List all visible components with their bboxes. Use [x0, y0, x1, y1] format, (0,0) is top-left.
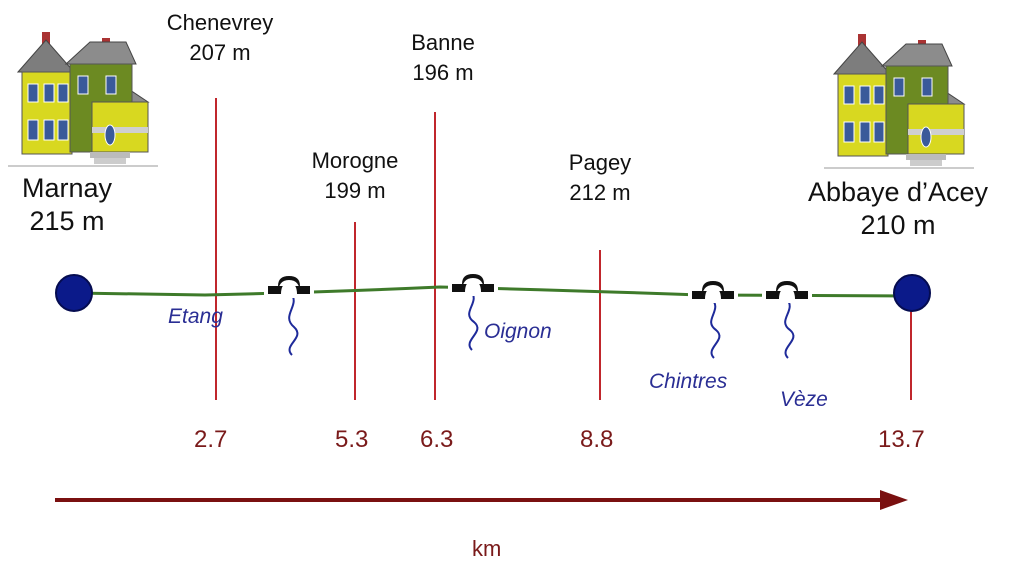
- distance-label-banne: 6.3: [420, 426, 454, 453]
- river-label-veze: Vèze: [780, 388, 828, 411]
- bridge-icon-oignon: [448, 272, 498, 296]
- river-label-oignon: Oignon: [484, 320, 552, 343]
- house-icon-start: [7, 31, 159, 167]
- village-banne: Banne 196 m: [373, 28, 513, 88]
- river-icon-chintres: [710, 297, 721, 359]
- river-icon-oignon: [468, 289, 479, 351]
- distance-arrow-head: [880, 490, 908, 510]
- end-name: Abbaye d’Acey: [807, 177, 989, 207]
- village-chenevrey: Chenevrey 207 m: [150, 8, 290, 68]
- start-name: Marnay: [21, 173, 113, 203]
- house-icon-end: [823, 33, 975, 169]
- village-pagey: Pagey 212 m: [530, 148, 670, 208]
- bridge-icon-etang: [264, 274, 314, 298]
- distance-label-pagey: 8.8: [580, 426, 614, 453]
- start-label: Marnay 215 m: [2, 172, 132, 238]
- start-altitude: 215 m: [29, 206, 105, 236]
- river-icon-veze: [784, 297, 795, 359]
- endpoint-dot-start: [55, 274, 93, 312]
- endpoint-dot-end: [893, 274, 931, 312]
- river-icon-etang: [288, 291, 299, 356]
- village-morogne: Morogne 199 m: [285, 146, 425, 206]
- village-altitude: 196 m: [412, 60, 474, 85]
- bridge-icon-chintres: [688, 279, 738, 303]
- distance-label-chenevrey: 2.7: [194, 426, 228, 453]
- river-label-chintres: Chintres: [649, 370, 728, 393]
- unit-label: km: [472, 536, 502, 561]
- end-altitude: 210 m: [860, 210, 936, 240]
- river-label-etang: Etang: [168, 305, 223, 328]
- distance-label-end: 13.7: [878, 426, 925, 453]
- distance-label-morogne: 5.3: [335, 426, 369, 453]
- village-name: Pagey: [568, 150, 632, 175]
- village-altitude: 199 m: [324, 178, 386, 203]
- village-name: Chenevrey: [166, 10, 274, 35]
- village-name: Morogne: [311, 148, 399, 173]
- bridge-icon-veze: [762, 279, 812, 303]
- end-label: Abbaye d’Acey 210 m: [780, 176, 1016, 242]
- village-altitude: 212 m: [569, 180, 631, 205]
- village-name: Banne: [411, 30, 475, 55]
- village-altitude: 207 m: [189, 40, 251, 65]
